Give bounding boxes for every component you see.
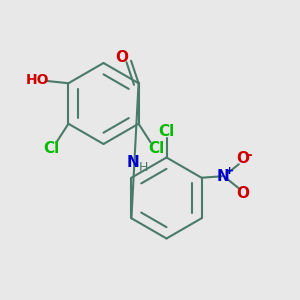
- Text: O: O: [236, 186, 250, 201]
- Text: O: O: [116, 50, 129, 64]
- Text: O: O: [236, 151, 250, 166]
- Text: N: N: [217, 169, 230, 184]
- Text: +: +: [225, 166, 234, 176]
- Text: Cl: Cl: [158, 124, 175, 139]
- Text: Cl: Cl: [148, 142, 164, 157]
- Text: H: H: [139, 161, 148, 174]
- Text: Cl: Cl: [43, 141, 59, 156]
- Text: HO: HO: [26, 73, 49, 87]
- Text: N: N: [126, 155, 139, 170]
- Text: -: -: [247, 148, 252, 162]
